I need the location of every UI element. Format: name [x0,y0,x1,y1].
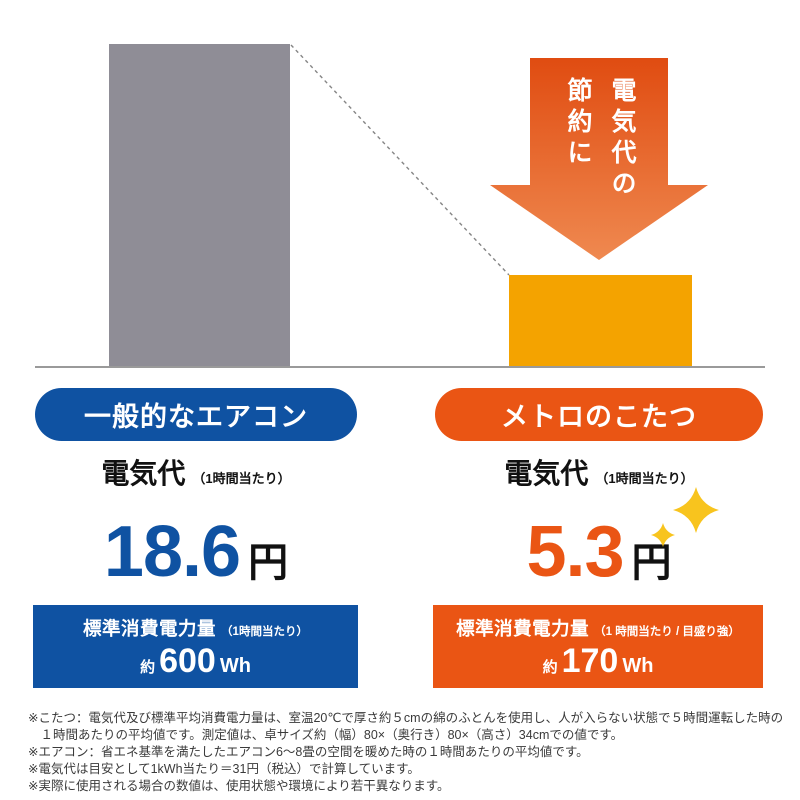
power-value-number: 170 [561,642,619,680]
bar-kotatsu-consumption [509,275,692,367]
pill-kotatsu-label: メトロのこたつ [501,402,697,432]
cost-value-unit: 円 [631,541,672,585]
power-box-note: （1 時間当たり / 目盛り強） [594,626,740,638]
power-box-title-row: 標準消費電力量 （1 時間当たり / 目盛り強） [456,615,740,641]
savings-down-arrow-icon [490,58,708,260]
cost-title-note: （1時間当たり） [595,471,694,486]
power-box-note: （1時間当たり） [221,626,308,638]
power-box-kotatsu: 標準消費電力量 （1 時間当たり / 目盛り強） 約 170 Wh [433,605,763,688]
cost-title-kotatsu: 電気代 （1時間当たり） [435,452,763,492]
cost-value-number: 18.6 [103,512,241,592]
pill-aircon: 一般的なエアコン [35,388,357,441]
note-line: １時間あたりの平均値です。測定値は、卓サイズ約（幅）80×（奥行き）80×（高さ… [28,728,624,742]
note-line: ※こたつ：電気代及び標準平均消費電力量は、室温20℃で厚さ約５cmの綿のふとんを… [28,711,784,725]
footnotes: ※こたつ：電気代及び標準平均消費電力量は、室温20℃で厚さ約５cmの綿のふとんを… [28,710,792,795]
sparkle-icon [651,487,719,547]
power-box-aircon: 標準消費電力量 （1時間当たり） 約 600 Wh [33,605,358,688]
pill-aircon-label: 一般的なエアコン [84,402,308,432]
note-line: ※電気代は目安として1kWh当たり＝31円（税込）で計算しています。 [28,762,420,776]
savings-arrow-label: 電気代の節約に [564,77,636,201]
cost-value-kotatsu: 5.3 円 [435,487,763,605]
cost-title-label: 電気代 [101,458,186,489]
chart-baseline [35,366,765,368]
cost-title-note: （1時間当たり） [192,471,291,486]
power-value-prefix: 約 [542,659,558,676]
cost-title-aircon: 電気代 （1時間当たり） [35,452,357,492]
power-box-value-row: 約 170 Wh [543,644,654,678]
power-box-value-row: 約 600 Wh [140,644,251,678]
power-value-unit: Wh [622,655,654,677]
power-box-label: 標準消費電力量 [83,618,217,639]
power-value-prefix: 約 [140,659,156,676]
cost-title-label: 電気代 [504,458,589,489]
note-line: ※エアコン：省エネ基準を満たしたエアコン6～8畳の空間を暖めた時の１時間あたりの… [28,745,589,759]
cost-value-aircon: 18.6 円 [35,500,357,605]
bar-aircon-consumption [109,44,290,367]
power-value-number: 600 [159,642,216,680]
power-box-title-row: 標準消費電力量 （1時間当たり） [83,615,308,641]
pill-kotatsu: メトロのこたつ [435,388,763,441]
power-value-unit: Wh [219,655,251,677]
power-box-label: 標準消費電力量 [456,618,590,639]
cost-value-unit: 円 [248,541,289,585]
note-line: ※実際に使用される場合の数値は、使用状態や環境により若干異なります。 [28,779,450,793]
cost-value-number: 5.3 [526,512,624,592]
